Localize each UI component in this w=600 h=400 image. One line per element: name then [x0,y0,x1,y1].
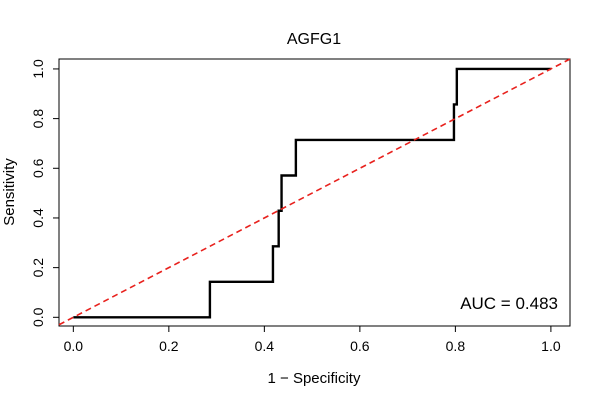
x-tick-label: 1.0 [541,338,561,354]
x-tick-label: 0.4 [255,338,275,354]
y-tick-label: 0.8 [30,109,46,129]
x-tick-label: 0.0 [64,338,84,354]
y-axis-title: Sensitivity [1,158,18,226]
x-tick-label: 0.6 [350,338,370,354]
chart-title: AGFG1 [287,31,341,48]
chance-diagonal-line [58,58,571,326]
y-tick-label: 1.0 [30,59,46,79]
auc-annotation: AUC = 0.483 [460,294,558,313]
y-tick-label: 0.2 [30,258,46,278]
x-axis-title: 1 − Specificity [268,370,361,387]
x-tick-label: 0.8 [446,338,466,354]
y-tick-label: 0.4 [30,208,46,228]
y-tick-label: 0.6 [30,158,46,178]
roc-curve-line [73,67,551,319]
plot-frame [58,58,571,327]
plot-area: 0.0 0.2 0.4 0.6 0.8 1.0 0.0 0.2 0.4 0.6 0.8 1.0 [30,58,571,354]
y-tick-label: 0.0 [30,307,46,327]
x-tick-label: 0.2 [159,338,179,354]
